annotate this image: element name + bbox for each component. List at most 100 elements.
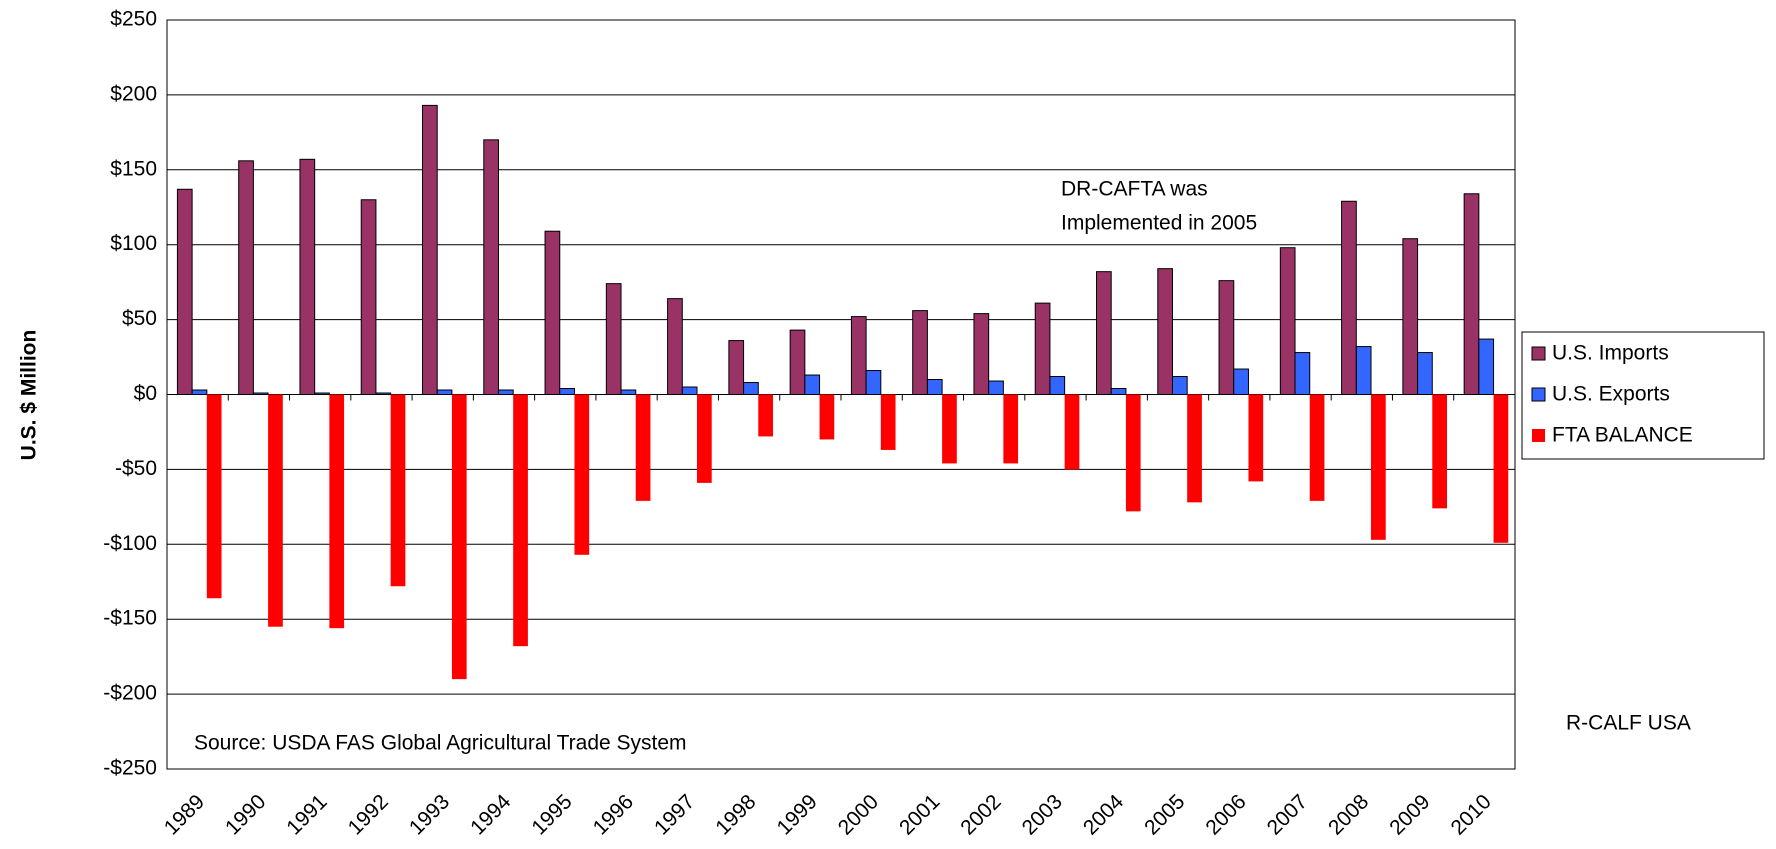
bar: [1034, 302, 1051, 396]
y-tick-label: $200: [110, 82, 157, 105]
bar: [635, 394, 651, 501]
bar: [1417, 352, 1433, 395]
bar: [789, 329, 806, 395]
bar: [743, 382, 759, 395]
legend-swatch: [1531, 346, 1546, 361]
legend-swatch: [1531, 387, 1546, 402]
bar: [942, 394, 957, 464]
bar: [865, 370, 882, 396]
x-tick-label: 2002: [956, 790, 1005, 839]
y-tick-label: $0: [134, 382, 157, 405]
bar: [497, 389, 514, 396]
x-tick-label: 2001: [895, 790, 944, 839]
bar: [422, 104, 438, 396]
bar: [299, 158, 316, 395]
bar: [1049, 376, 1066, 395]
bar: [268, 394, 283, 627]
bar: [390, 394, 406, 587]
bar: [1463, 193, 1480, 395]
y-tick-label: -$100: [103, 532, 157, 555]
x-tick-label: 1994: [466, 790, 516, 840]
y-tick-label: $50: [122, 307, 157, 330]
bar: [973, 313, 990, 395]
bar: [1493, 394, 1509, 543]
bar: [1187, 394, 1202, 503]
bar: [880, 394, 896, 450]
y-tick-label: -$250: [103, 757, 157, 780]
bar: [329, 394, 345, 629]
source-note: Source: USDA FAS Global Agricultural Tra…: [194, 732, 687, 755]
x-tick-label: 2003: [1018, 790, 1067, 839]
bar: [1432, 394, 1447, 509]
x-tick-label: 1996: [589, 790, 638, 839]
credit: R-CALF USA: [1566, 712, 1691, 735]
y-tick-label: -$50: [115, 457, 157, 480]
bar: [176, 188, 193, 395]
bar: [1171, 376, 1188, 395]
bar: [1341, 200, 1357, 395]
x-tick-label: 2009: [1385, 790, 1434, 839]
legend-box: [1521, 331, 1765, 460]
x-tick-label: 1998: [711, 790, 760, 839]
legend-label: U.S. Exports: [1552, 383, 1670, 406]
y-tick-label: $100: [110, 232, 157, 255]
bar: [191, 389, 208, 396]
bar: [1402, 238, 1419, 395]
bar: [1218, 280, 1235, 396]
y-tick-label: $250: [110, 8, 157, 31]
x-tick-label: 2007: [1263, 790, 1312, 839]
annotation: Implemented in 2005: [1061, 212, 1257, 235]
bar: [314, 392, 330, 396]
bar: [1110, 388, 1127, 395]
bar: [1096, 271, 1112, 395]
bar: [926, 379, 943, 395]
bar: [697, 394, 712, 483]
x-tick-label: 1991: [282, 790, 331, 839]
bar: [850, 316, 867, 395]
x-tick-label: 1992: [344, 790, 393, 839]
x-tick-label: 2000: [834, 790, 883, 839]
x-tick-label: 1989: [160, 790, 209, 839]
bar: [252, 392, 269, 396]
bar: [360, 199, 377, 395]
bar: [574, 394, 590, 555]
y-axis-label: U.S. $ Million: [18, 330, 41, 461]
bar: [436, 389, 453, 396]
bar: [1478, 338, 1495, 396]
bar: [1233, 368, 1249, 395]
x-tick-label: 1997: [650, 790, 699, 839]
x-tick-label: 2004: [1079, 790, 1129, 840]
x-tick-label: 2010: [1447, 790, 1496, 839]
bar: [544, 230, 561, 395]
bar: [758, 394, 773, 437]
x-tick-label: 1993: [405, 790, 454, 839]
annotation: DR-CAFTA was: [1061, 178, 1208, 201]
bar: [804, 374, 821, 395]
bar: [513, 394, 528, 647]
legend-label: U.S. Imports: [1552, 342, 1669, 365]
x-tick-label: 1999: [773, 790, 822, 839]
x-tick-label: 2008: [1324, 790, 1373, 839]
bar: [451, 394, 467, 680]
bar: [559, 388, 575, 395]
bar: [988, 380, 1004, 396]
bar: [1294, 352, 1311, 395]
x-tick-label: 1990: [221, 790, 270, 839]
legend-label: FTA BALANCE: [1552, 424, 1693, 447]
bar: [620, 389, 637, 396]
bar: [1279, 247, 1296, 395]
bar: [1003, 394, 1019, 464]
bar: [728, 340, 745, 395]
bar: [206, 394, 222, 599]
bar: [605, 283, 622, 396]
legend-swatch: [1532, 429, 1545, 442]
plot-border: [166, 19, 1516, 770]
bar: [375, 392, 392, 396]
bar: [1157, 268, 1173, 395]
bar: [912, 310, 928, 395]
bar: [1371, 394, 1386, 540]
y-tick-label: $150: [110, 157, 157, 180]
x-tick-label: 1995: [527, 790, 576, 839]
bar: [483, 139, 499, 395]
